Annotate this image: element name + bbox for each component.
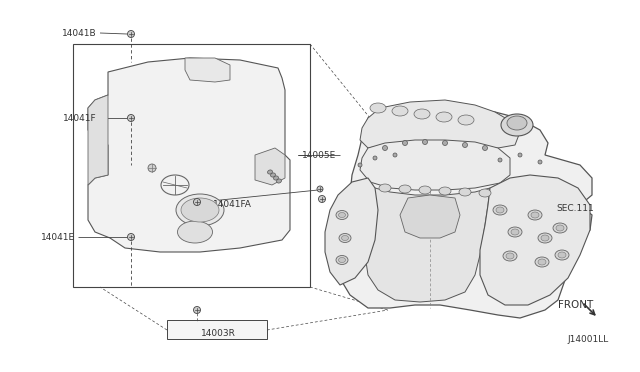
Text: 14041F: 14041F [63,113,97,122]
Ellipse shape [177,221,212,243]
Ellipse shape [379,184,391,192]
Ellipse shape [541,235,549,241]
Ellipse shape [181,198,219,222]
Ellipse shape [176,194,224,226]
Polygon shape [325,178,378,285]
Ellipse shape [319,196,326,202]
Ellipse shape [268,170,273,174]
Ellipse shape [271,173,275,177]
Ellipse shape [273,176,278,180]
Text: 14041B: 14041B [62,29,97,38]
Polygon shape [255,148,285,185]
Ellipse shape [422,140,428,144]
Ellipse shape [193,307,200,314]
Ellipse shape [442,141,447,145]
Ellipse shape [511,229,519,235]
Ellipse shape [148,164,156,172]
Ellipse shape [439,187,451,195]
Text: 14003R: 14003R [200,328,236,337]
Polygon shape [400,195,460,238]
Polygon shape [88,58,290,252]
Ellipse shape [538,160,542,164]
Polygon shape [88,95,108,185]
Ellipse shape [498,158,502,162]
Text: FRONT: FRONT [558,300,593,310]
Polygon shape [360,100,520,148]
Ellipse shape [535,257,549,267]
Ellipse shape [399,185,411,193]
Polygon shape [330,105,592,318]
Ellipse shape [339,212,346,218]
Ellipse shape [458,115,474,125]
Ellipse shape [419,186,431,194]
Ellipse shape [553,223,567,233]
Text: SEC.111: SEC.111 [556,203,594,212]
Ellipse shape [483,145,488,151]
Ellipse shape [555,250,569,260]
Ellipse shape [459,188,471,196]
Ellipse shape [538,259,546,265]
Ellipse shape [463,142,467,148]
Ellipse shape [531,212,539,218]
Ellipse shape [127,31,134,38]
Ellipse shape [558,252,566,258]
Ellipse shape [342,235,349,241]
Text: J14001LL: J14001LL [568,336,609,344]
Ellipse shape [501,114,533,136]
Ellipse shape [556,225,564,231]
Ellipse shape [518,153,522,157]
Ellipse shape [276,179,282,183]
Ellipse shape [339,257,346,263]
Ellipse shape [193,199,200,205]
Bar [167,320,267,339]
Ellipse shape [317,186,323,192]
Ellipse shape [403,141,408,145]
Ellipse shape [370,103,386,113]
Polygon shape [363,188,490,302]
Text: 14041E: 14041E [41,232,75,241]
Ellipse shape [336,211,348,219]
Ellipse shape [436,112,452,122]
Ellipse shape [393,153,397,157]
Ellipse shape [493,205,507,215]
Text: 14041FA: 14041FA [213,199,252,208]
Ellipse shape [508,227,522,237]
Ellipse shape [127,115,134,122]
Ellipse shape [373,156,377,160]
Ellipse shape [496,207,504,213]
Polygon shape [360,140,510,190]
Ellipse shape [479,189,491,197]
Ellipse shape [503,251,517,261]
Ellipse shape [358,163,362,167]
Ellipse shape [414,109,430,119]
Ellipse shape [506,253,514,259]
Ellipse shape [383,145,387,151]
Polygon shape [480,175,590,305]
Ellipse shape [339,234,351,243]
Bar [73,44,310,287]
Ellipse shape [127,234,134,241]
Polygon shape [185,58,230,82]
Ellipse shape [336,256,348,264]
Ellipse shape [392,106,408,116]
Ellipse shape [528,210,542,220]
Text: 14005E: 14005E [302,151,336,160]
Ellipse shape [538,233,552,243]
Ellipse shape [507,116,527,130]
